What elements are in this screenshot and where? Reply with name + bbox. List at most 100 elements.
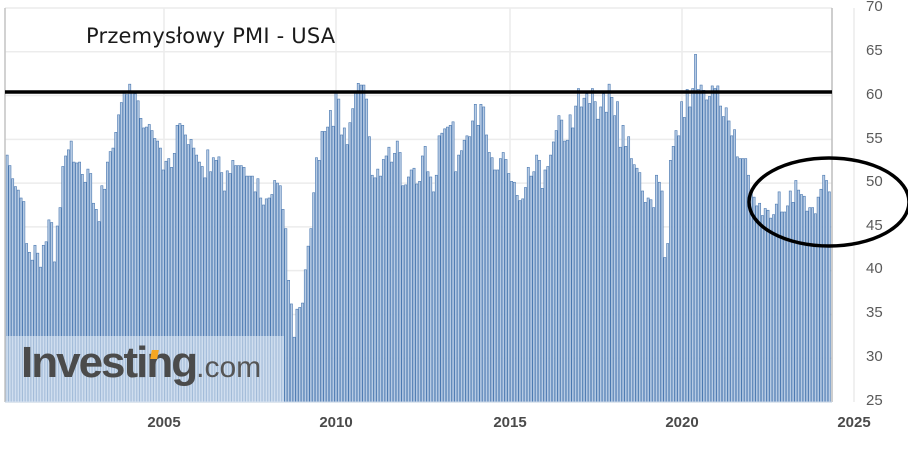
bar	[577, 88, 580, 403]
bar	[348, 122, 352, 403]
bar	[671, 146, 675, 403]
bar	[738, 158, 742, 403]
bar	[434, 174, 438, 403]
y-tick-label: 35	[866, 304, 883, 321]
bar	[412, 167, 416, 403]
bar	[643, 202, 647, 403]
bar	[582, 97, 586, 403]
bar	[390, 161, 394, 403]
bar	[585, 93, 589, 403]
bar	[593, 101, 597, 403]
bar	[398, 152, 402, 403]
bar	[708, 96, 711, 403]
bar	[604, 111, 608, 403]
bar	[730, 135, 734, 403]
bar	[649, 199, 653, 403]
bar	[340, 134, 343, 403]
bar	[409, 169, 413, 403]
bar	[532, 171, 536, 403]
y-tick-label: 45	[866, 217, 883, 234]
bar	[479, 104, 483, 403]
bar	[471, 120, 474, 403]
bar	[415, 183, 419, 403]
bar	[476, 125, 480, 403]
bar	[448, 125, 452, 403]
bar	[632, 164, 636, 403]
bar	[749, 191, 753, 403]
bar	[485, 134, 488, 403]
y-tick-label: 65	[866, 42, 883, 59]
bar	[677, 135, 681, 403]
bar	[613, 115, 617, 403]
bar	[482, 106, 486, 403]
bar	[680, 101, 683, 403]
bar	[788, 190, 792, 403]
watermark-text: Investing.com	[21, 338, 262, 387]
bar	[769, 217, 773, 403]
bar	[813, 213, 817, 403]
bar	[345, 144, 349, 403]
bar	[627, 136, 631, 403]
bar	[426, 171, 430, 403]
bar	[535, 154, 539, 403]
bar	[685, 89, 689, 403]
y-tick-label: 55	[866, 130, 883, 147]
bar	[443, 128, 447, 403]
bar	[716, 85, 720, 403]
bar	[526, 167, 530, 403]
bar	[317, 160, 321, 403]
bar	[741, 158, 745, 403]
bar	[515, 195, 519, 403]
bar	[691, 88, 695, 403]
bar	[688, 106, 692, 403]
bar	[518, 200, 522, 403]
bar	[395, 140, 399, 403]
bar	[376, 168, 380, 403]
bar	[808, 207, 812, 403]
bar	[777, 191, 781, 403]
bar	[800, 194, 803, 403]
x-tick-label: 2020	[665, 414, 699, 431]
bar	[599, 106, 603, 403]
bar	[794, 180, 798, 403]
x-tick-label: 2015	[493, 414, 527, 431]
bar	[763, 208, 767, 403]
bar	[699, 84, 703, 403]
y-tick-label: 30	[866, 348, 883, 365]
bar	[524, 187, 527, 403]
bar	[287, 279, 290, 403]
bar	[696, 89, 700, 403]
bar	[624, 146, 628, 403]
bar	[326, 126, 330, 403]
bar	[368, 136, 371, 403]
bar	[351, 108, 355, 403]
bar	[356, 83, 360, 403]
bar	[780, 211, 784, 403]
y-tick-label: 50	[866, 173, 883, 190]
bar	[429, 176, 433, 403]
bar	[607, 83, 611, 403]
bar	[710, 85, 714, 403]
bar	[663, 257, 667, 403]
bar	[786, 205, 789, 403]
bar	[460, 150, 463, 403]
bar	[758, 202, 762, 403]
bar	[752, 196, 756, 403]
bar	[630, 158, 633, 403]
bar	[407, 176, 410, 403]
bar	[454, 171, 458, 403]
bar	[819, 188, 823, 403]
bar	[446, 126, 449, 403]
bar	[827, 191, 831, 403]
bar	[554, 130, 558, 403]
y-tick-label: 40	[866, 260, 883, 277]
bar	[507, 173, 511, 403]
bar	[618, 146, 622, 403]
bar	[825, 180, 828, 403]
bar	[616, 101, 619, 403]
bar	[713, 88, 717, 403]
bar	[493, 169, 497, 403]
bar	[761, 215, 764, 403]
bar	[284, 228, 288, 403]
bar	[816, 196, 820, 403]
